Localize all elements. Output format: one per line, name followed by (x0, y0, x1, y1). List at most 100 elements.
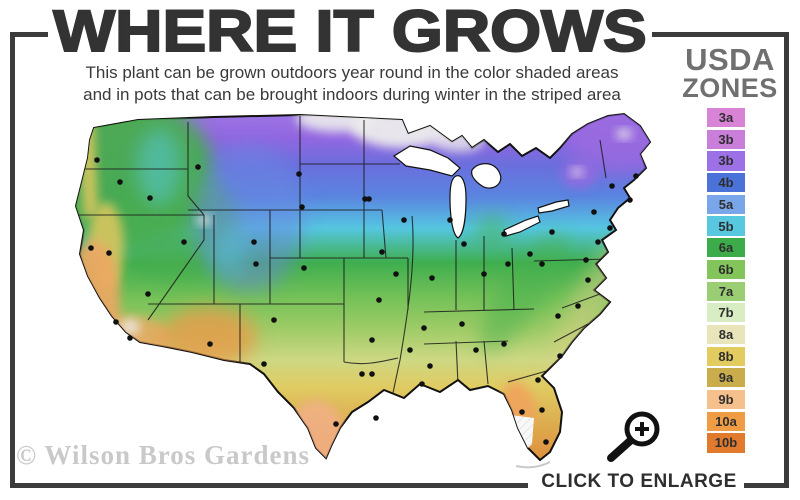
page-subtitle: This plant can be grown outdoors year ro… (40, 62, 664, 107)
frame-left (10, 32, 15, 488)
city-dot (421, 325, 427, 331)
city-dot (543, 439, 549, 445)
legend-zone-swatch: 6a (707, 238, 745, 258)
lake-michigan (449, 175, 467, 239)
legend-title-line-1: USDA (685, 42, 775, 77)
legend-zone-label: 5b (718, 218, 734, 234)
city-dot (549, 229, 555, 235)
legend-zone-swatch: 3b (707, 151, 745, 171)
legend-zone-swatch: 4b (707, 173, 745, 193)
legend-zone-label: 10a (715, 413, 737, 429)
legend-zone-label: 4b (718, 175, 734, 191)
legend-zone-swatch: 7b (707, 303, 745, 323)
city-dot (527, 251, 533, 257)
legend-zone-swatch: 5b (707, 216, 745, 236)
city-dot (113, 319, 119, 325)
city-dot (359, 371, 365, 377)
lake-huron (471, 163, 502, 189)
legend-zone-label: 6b (718, 261, 734, 277)
city-dot (607, 225, 613, 231)
city-dot (94, 157, 100, 163)
legend-zone-label: 10b (714, 435, 738, 451)
city-dot (393, 271, 399, 277)
city-dot (401, 217, 407, 223)
city-dot (366, 196, 372, 202)
city-dot (591, 209, 597, 215)
legend-zone-label: 7b (718, 305, 734, 321)
city-dot (481, 271, 487, 277)
city-dot (583, 257, 589, 263)
city-dot (447, 217, 453, 223)
legend-zone-label: 6a (718, 240, 734, 256)
city-dot (147, 195, 153, 201)
city-dot (627, 197, 633, 203)
city-dot (501, 231, 507, 237)
city-dot (106, 250, 112, 256)
city-dot (501, 341, 507, 347)
city-dot (461, 241, 467, 247)
city-dot (369, 337, 375, 343)
city-dot (181, 239, 187, 245)
city-dot (207, 341, 213, 347)
city-dot (473, 347, 479, 353)
city-dot (429, 275, 435, 281)
legend-title-line-2: ZONES (682, 73, 778, 103)
lake-erie (503, 215, 541, 237)
city-dot (633, 173, 639, 179)
city-dot (362, 196, 368, 202)
city-dot (555, 313, 561, 319)
city-dot (595, 239, 601, 245)
florida-keys (515, 461, 551, 469)
city-dot (296, 171, 302, 177)
lake-superior (392, 145, 461, 177)
legend-zone-label: 8a (718, 326, 734, 342)
city-dot (117, 179, 123, 185)
city-dot (539, 407, 545, 413)
frame-top-left (10, 32, 48, 37)
city-dot (535, 377, 541, 383)
city-dot (333, 421, 339, 427)
legend-zone-swatch: 10b (707, 433, 745, 453)
click-to-enlarge-button[interactable]: CLICK TO ENLARGE (541, 471, 737, 492)
subtitle-line-1: This plant can be grown outdoors year ro… (85, 63, 619, 82)
city-dot (88, 245, 94, 251)
legend-zone-label: 3b (718, 153, 734, 169)
legend-zone-label: 7a (718, 283, 734, 299)
city-dot (195, 164, 201, 170)
city-dot (609, 183, 615, 189)
legend-zone-swatch: 9b (707, 389, 745, 410)
watermark: © Wilson Bros Gardens (16, 440, 310, 470)
city-dot (145, 291, 151, 297)
city-dot (369, 371, 375, 377)
city-dot (585, 277, 591, 283)
city-dots (88, 157, 639, 445)
great-lakes (392, 145, 570, 239)
city-dot (539, 261, 545, 267)
legend-zone-swatch: 10a (707, 411, 745, 431)
usda-zone-map[interactable] (64, 112, 676, 478)
city-dot (379, 249, 385, 255)
frame-bottom-right (744, 483, 789, 488)
legend-zone-label: 3a (718, 110, 734, 126)
lake-ontario (537, 199, 570, 214)
city-dot (253, 261, 259, 267)
us-map-svg (75, 113, 651, 469)
frame-top-right (652, 32, 789, 37)
legend-title: USDA ZONES (664, 44, 796, 102)
legend-zone-label: 9a (718, 370, 734, 386)
legend-zone-swatch: 3a (707, 108, 745, 128)
city-dot (299, 204, 305, 210)
city-dot (557, 353, 563, 359)
city-dot (519, 409, 525, 415)
legend-zone-swatch: 8a (707, 324, 745, 345)
city-dot (373, 415, 379, 421)
magnifier-plus-icon[interactable] (600, 404, 666, 471)
frame-bottom-left (10, 483, 528, 488)
legend-zone-label: 5a (718, 196, 734, 212)
subtitle-line-2: and in pots that can be brought indoors … (83, 85, 621, 105)
city-dot (127, 335, 133, 341)
city-dot (427, 363, 433, 369)
legend-zone-label: 9b (718, 392, 734, 408)
city-dot (251, 239, 257, 245)
legend-zone-swatch: 6b (707, 259, 745, 279)
